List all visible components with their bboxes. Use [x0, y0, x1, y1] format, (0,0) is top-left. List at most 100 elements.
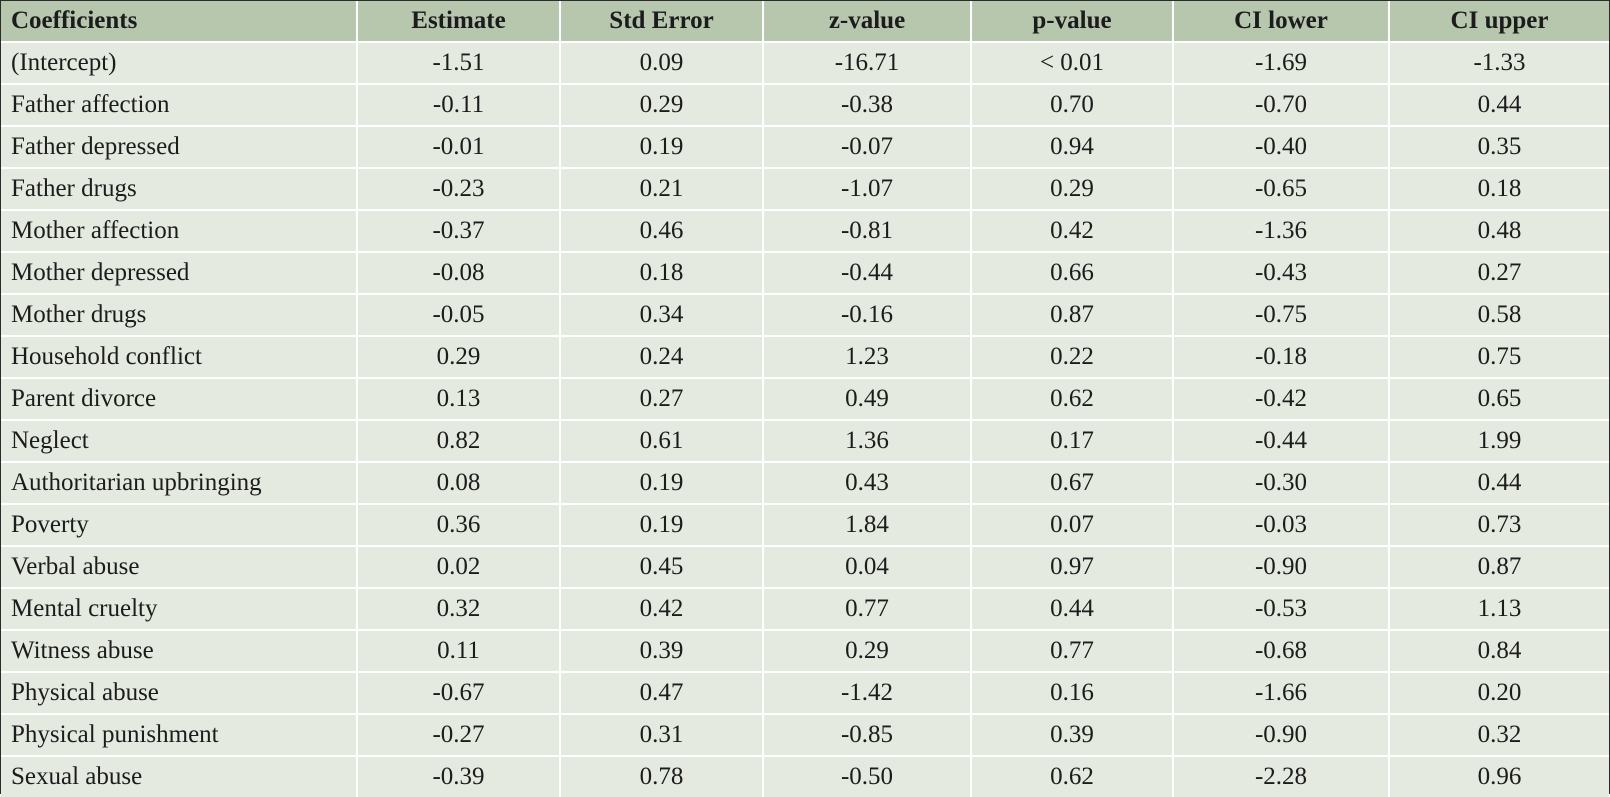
- ci-lower-cell: -0.90: [1173, 546, 1390, 589]
- p-value-cell: < 0.01: [971, 42, 1174, 85]
- estimate-cell: 0.11: [357, 630, 561, 673]
- table-row: Witness abuse 0.11 0.39 0.29 0.77 -0.68 0.84: [1, 630, 1609, 673]
- table-row: Father affection -0.11 0.29 -0.38 0.70 -0.70 0…: [1, 84, 1609, 127]
- p-value-cell: 0.70: [971, 84, 1174, 127]
- ci-lower-cell: -0.68: [1173, 630, 1390, 673]
- coefficient-label: Household conflict: [1, 336, 358, 379]
- ci-lower-cell: -0.43: [1173, 252, 1390, 295]
- std-error-cell: 0.27: [560, 378, 764, 421]
- std-error-cell: 0.31: [560, 714, 764, 757]
- z-value-cell: -1.42: [763, 672, 972, 715]
- p-value-cell: 0.62: [971, 756, 1174, 797]
- ci-lower-cell: -0.03: [1173, 504, 1390, 547]
- std-error-cell: 0.47: [560, 672, 764, 715]
- std-error-cell: 0.21: [560, 168, 764, 211]
- ci-upper-cell: 0.48: [1389, 210, 1609, 253]
- p-value-cell: 0.67: [971, 462, 1174, 505]
- ci-lower-cell: -1.69: [1173, 42, 1390, 85]
- p-value-cell: 0.07: [971, 504, 1174, 547]
- z-value-cell: 0.77: [763, 588, 972, 631]
- ci-upper-cell: 0.73: [1389, 504, 1609, 547]
- estimate-cell: -0.11: [357, 84, 561, 127]
- p-value-cell: 0.17: [971, 420, 1174, 463]
- z-value-cell: 1.23: [763, 336, 972, 379]
- table-row: Poverty 0.36 0.19 1.84 0.07 -0.03 0.73: [1, 504, 1609, 547]
- z-value-cell: 0.43: [763, 462, 972, 505]
- z-value-cell: -16.71: [763, 42, 972, 85]
- z-value-cell: -0.16: [763, 294, 972, 337]
- coefficient-label: (Intercept): [1, 42, 358, 85]
- table-body: (Intercept) -1.51 0.09 -16.71 < 0.01 -1.69 -1.…: [1, 42, 1609, 797]
- z-value-cell: -0.07: [763, 126, 972, 169]
- std-error-cell: 0.09: [560, 42, 764, 85]
- z-value-cell: -0.38: [763, 84, 972, 127]
- z-value-cell: 1.84: [763, 504, 972, 547]
- ci-upper-cell: 0.18: [1389, 168, 1609, 211]
- header-estimate: Estimate: [357, 1, 561, 43]
- p-value-cell: 0.97: [971, 546, 1174, 589]
- p-value-cell: 0.87: [971, 294, 1174, 337]
- table-header: Coefficients Estimate Std Error z-value …: [1, 1, 1609, 43]
- std-error-cell: 0.46: [560, 210, 764, 253]
- coefficient-label: Sexual abuse: [1, 756, 358, 797]
- ci-lower-cell: -0.65: [1173, 168, 1390, 211]
- table-row: Authoritarian upbringing 0.08 0.19 0.43 0.67…: [1, 462, 1609, 505]
- p-value-cell: 0.42: [971, 210, 1174, 253]
- estimate-cell: -0.27: [357, 714, 561, 757]
- std-error-cell: 0.42: [560, 588, 764, 631]
- p-value-cell: 0.29: [971, 168, 1174, 211]
- estimate-cell: -1.51: [357, 42, 561, 85]
- ci-upper-cell: 0.75: [1389, 336, 1609, 379]
- std-error-cell: 0.19: [560, 126, 764, 169]
- coefficient-label: Mother affection: [1, 210, 358, 253]
- header-std-error: Std Error: [560, 1, 764, 43]
- ci-upper-cell: 0.87: [1389, 546, 1609, 589]
- table-row: Father depressed -0.01 0.19 -0.07 0.94 -0.40 0…: [1, 126, 1609, 169]
- p-value-cell: 0.22: [971, 336, 1174, 379]
- header-z-value: z-value: [763, 1, 972, 43]
- estimate-cell: 0.13: [357, 378, 561, 421]
- table-row: (Intercept) -1.51 0.09 -16.71 < 0.01 -1.69 -1.…: [1, 42, 1609, 85]
- ci-upper-cell: 0.35: [1389, 126, 1609, 169]
- coefficient-label: Father depressed: [1, 126, 358, 169]
- z-value-cell: -0.85: [763, 714, 972, 757]
- std-error-cell: 0.19: [560, 462, 764, 505]
- coefficient-label: Witness abuse: [1, 630, 358, 673]
- p-value-cell: 0.94: [971, 126, 1174, 169]
- estimate-cell: -0.08: [357, 252, 561, 295]
- coefficient-label: Physical punishment: [1, 714, 358, 757]
- table-row: Mother drugs -0.05 0.34 -0.16 0.87 -0.75 0.58: [1, 294, 1609, 337]
- header-p-value: p-value: [971, 1, 1174, 43]
- ci-upper-cell: 0.44: [1389, 84, 1609, 127]
- ci-upper-cell: 1.99: [1389, 420, 1609, 463]
- z-value-cell: -0.50: [763, 756, 972, 797]
- ci-lower-cell: -0.18: [1173, 336, 1390, 379]
- ci-lower-cell: -0.30: [1173, 462, 1390, 505]
- std-error-cell: 0.45: [560, 546, 764, 589]
- table-row: Neglect 0.82 0.61 1.36 0.17 -0.44 1.99: [1, 420, 1609, 463]
- coefficient-label: Mother depressed: [1, 252, 358, 295]
- table-row: Sexual abuse -0.39 0.78 -0.50 0.62 -2.28 0.96: [1, 756, 1609, 797]
- ci-upper-cell: 0.58: [1389, 294, 1609, 337]
- ci-lower-cell: -0.42: [1173, 378, 1390, 421]
- estimate-cell: -0.37: [357, 210, 561, 253]
- std-error-cell: 0.18: [560, 252, 764, 295]
- z-value-cell: 0.04: [763, 546, 972, 589]
- estimate-cell: 0.36: [357, 504, 561, 547]
- ci-lower-cell: -0.44: [1173, 420, 1390, 463]
- ci-upper-cell: 0.84: [1389, 630, 1609, 673]
- estimate-cell: -0.23: [357, 168, 561, 211]
- estimate-cell: 0.29: [357, 336, 561, 379]
- estimate-cell: 0.82: [357, 420, 561, 463]
- p-value-cell: 0.62: [971, 378, 1174, 421]
- estimate-cell: 0.32: [357, 588, 561, 631]
- header-coefficients: Coefficients: [1, 1, 358, 43]
- estimate-cell: -0.05: [357, 294, 561, 337]
- coefficient-label: Parent divorce: [1, 378, 358, 421]
- p-value-cell: 0.16: [971, 672, 1174, 715]
- table-row: Mother depressed -0.08 0.18 -0.44 0.66 -0.43 0…: [1, 252, 1609, 295]
- coefficient-label: Father affection: [1, 84, 358, 127]
- std-error-cell: 0.29: [560, 84, 764, 127]
